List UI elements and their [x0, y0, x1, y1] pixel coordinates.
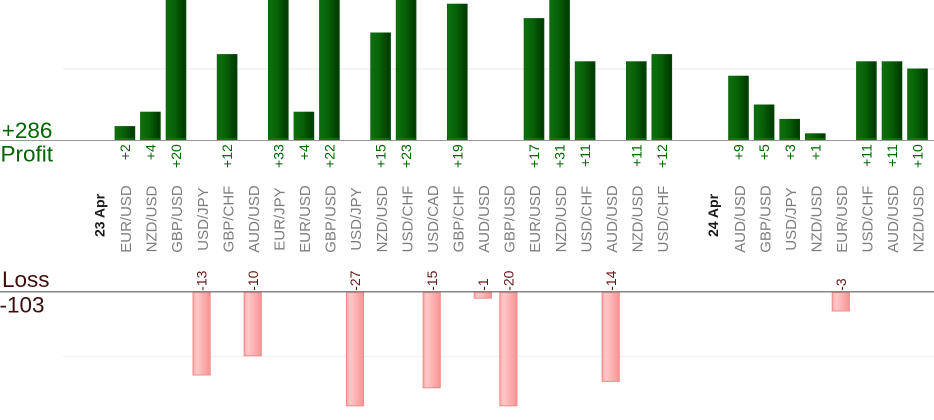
svg-text:NZD/USD: NZD/USD	[374, 186, 391, 253]
svg-text:GBP/USD: GBP/USD	[502, 185, 519, 253]
svg-text:USD/CHF: USD/CHF	[655, 186, 672, 253]
svg-text:USD/JPY: USD/JPY	[195, 187, 212, 250]
svg-text:-15: -15	[424, 270, 440, 290]
svg-text:EUR/USD: EUR/USD	[527, 185, 544, 253]
svg-text:Profit: Profit	[1, 142, 54, 167]
svg-text:+20: +20	[168, 144, 184, 168]
svg-text:EUR/JPY: EUR/JPY	[272, 187, 289, 250]
svg-text:EUR/USD: EUR/USD	[834, 185, 851, 253]
svg-text:-14: -14	[603, 270, 619, 290]
svg-text:-27: -27	[347, 270, 363, 290]
svg-text:+19: +19	[449, 144, 465, 168]
svg-text:GBP/CHF: GBP/CHF	[451, 186, 468, 253]
svg-text:USD/JPY: USD/JPY	[348, 187, 365, 250]
svg-text:-10: -10	[245, 270, 261, 290]
svg-text:-20: -20	[501, 270, 517, 290]
svg-text:+286: +286	[2, 118, 53, 143]
svg-text:+2: +2	[117, 144, 133, 160]
svg-text:+17: +17	[526, 144, 542, 168]
svg-text:AUD/USD: AUD/USD	[732, 185, 749, 253]
svg-text:+11: +11	[577, 144, 593, 167]
svg-text:+4: +4	[143, 144, 159, 160]
svg-text:+5: +5	[756, 144, 772, 160]
svg-text:GBP/CHF: GBP/CHF	[220, 186, 237, 253]
svg-text:EUR/USD: EUR/USD	[297, 185, 314, 253]
svg-text:GBP/USD: GBP/USD	[323, 185, 340, 253]
svg-text:23 Apr: 23 Apr	[91, 193, 107, 237]
svg-text:USD/JPY: USD/JPY	[783, 187, 800, 250]
svg-text:+11: +11	[884, 144, 900, 167]
svg-text:+11: +11	[628, 144, 644, 167]
svg-text:+4: +4	[296, 144, 312, 160]
svg-text:AUD/USD: AUD/USD	[604, 185, 621, 253]
svg-text:+3: +3	[782, 144, 798, 160]
svg-text:+22: +22	[322, 144, 338, 168]
svg-text:+1: +1	[807, 144, 823, 160]
svg-text:NZD/USD: NZD/USD	[630, 186, 647, 253]
svg-text:+12: +12	[654, 144, 670, 168]
svg-text:AUD/USD: AUD/USD	[246, 185, 263, 253]
svg-text:+23: +23	[398, 144, 414, 168]
svg-text:AUD/USD: AUD/USD	[885, 185, 902, 253]
svg-text:+9: +9	[731, 144, 747, 160]
svg-text:+31: +31	[552, 144, 568, 168]
svg-text:-1: -1	[475, 278, 491, 291]
svg-text:NZD/USD: NZD/USD	[809, 186, 826, 253]
svg-text:24 Apr: 24 Apr	[705, 193, 721, 237]
svg-text:NZD/USD: NZD/USD	[553, 186, 570, 253]
svg-text:GBP/USD: GBP/USD	[757, 185, 774, 253]
svg-text:USD/CHF: USD/CHF	[399, 186, 416, 253]
svg-text:-3: -3	[833, 278, 849, 291]
svg-text:NZD/USD: NZD/USD	[144, 186, 161, 253]
svg-text:-103: -103	[0, 293, 45, 318]
svg-text:+12: +12	[219, 144, 235, 168]
svg-text:+33: +33	[270, 144, 286, 168]
svg-text:AUD/USD: AUD/USD	[476, 185, 493, 253]
svg-text:-13: -13	[194, 270, 210, 290]
svg-text:USD/CHF: USD/CHF	[578, 186, 595, 253]
svg-text:USD/CHF: USD/CHF	[860, 186, 877, 253]
svg-text:+10: +10	[910, 144, 926, 168]
svg-text:Loss: Loss	[2, 267, 50, 292]
svg-text:USD/CAD: USD/CAD	[425, 185, 442, 253]
svg-text:+15: +15	[373, 144, 389, 168]
svg-text:EUR/USD: EUR/USD	[118, 185, 135, 253]
svg-text:NZD/USD: NZD/USD	[911, 186, 928, 253]
svg-text:GBP/USD: GBP/USD	[169, 185, 186, 253]
svg-text:+11: +11	[859, 144, 875, 167]
